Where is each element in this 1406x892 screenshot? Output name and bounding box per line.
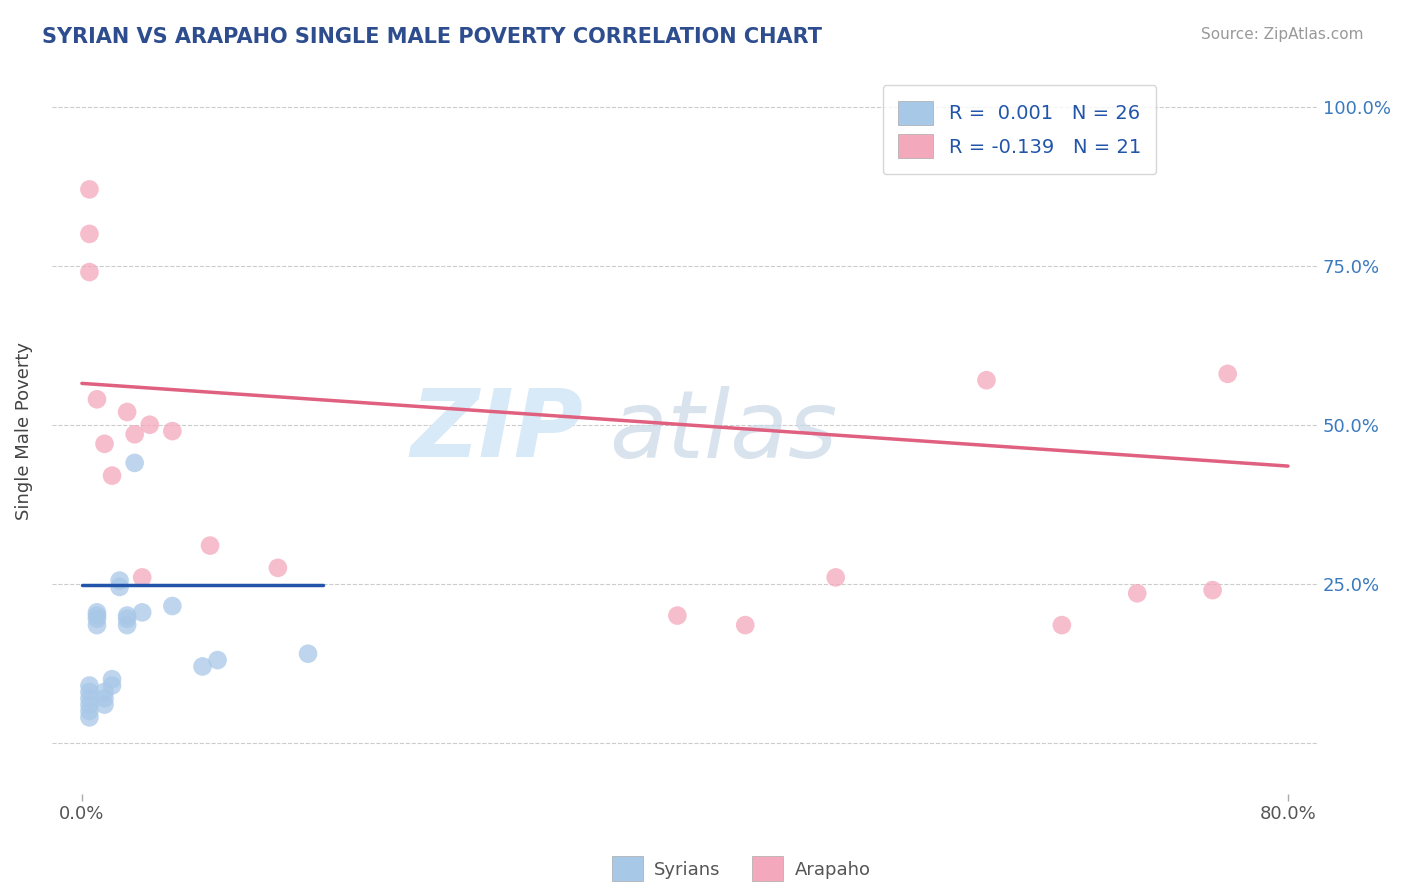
Point — [297, 647, 319, 661]
Point — [115, 618, 138, 632]
Point — [139, 417, 162, 432]
Point — [976, 373, 998, 387]
Point — [79, 182, 101, 196]
Point — [93, 437, 115, 451]
Text: SYRIAN VS ARAPAHO SINGLE MALE POVERTY CORRELATION CHART: SYRIAN VS ARAPAHO SINGLE MALE POVERTY CO… — [42, 27, 823, 46]
Point — [191, 659, 214, 673]
Point — [198, 539, 221, 553]
Point — [79, 679, 101, 693]
Point — [162, 424, 184, 438]
Point — [108, 580, 131, 594]
Point — [1216, 367, 1239, 381]
Point — [824, 570, 846, 584]
Point — [79, 227, 101, 241]
Point — [101, 672, 124, 686]
Point — [162, 599, 184, 613]
Point — [115, 608, 138, 623]
Point — [131, 570, 153, 584]
Point — [267, 561, 290, 575]
Point — [115, 405, 138, 419]
Point — [93, 691, 115, 706]
Point — [86, 606, 108, 620]
Point — [79, 710, 101, 724]
Point — [666, 608, 689, 623]
Point — [86, 612, 108, 626]
Point — [79, 698, 101, 712]
Text: ZIP: ZIP — [411, 385, 583, 477]
Point — [207, 653, 229, 667]
Point — [101, 679, 124, 693]
Point — [86, 392, 108, 407]
Point — [115, 612, 138, 626]
Point — [124, 427, 146, 442]
Point — [1126, 586, 1149, 600]
Point — [124, 456, 146, 470]
Text: atlas: atlas — [609, 385, 837, 476]
Point — [131, 606, 153, 620]
Point — [79, 691, 101, 706]
Text: Arapaho: Arapaho — [794, 861, 870, 879]
Point — [79, 704, 101, 718]
Point — [79, 265, 101, 279]
Text: Syrians: Syrians — [654, 861, 720, 879]
Point — [734, 618, 756, 632]
Text: Source: ZipAtlas.com: Source: ZipAtlas.com — [1201, 27, 1364, 42]
Point — [93, 698, 115, 712]
Legend: R =  0.001   N = 26, R = -0.139   N = 21: R = 0.001 N = 26, R = -0.139 N = 21 — [883, 86, 1157, 174]
Point — [93, 685, 115, 699]
Point — [86, 618, 108, 632]
Point — [108, 574, 131, 588]
Y-axis label: Single Male Poverty: Single Male Poverty — [15, 343, 32, 520]
Point — [1201, 583, 1223, 598]
Point — [79, 685, 101, 699]
Point — [101, 468, 124, 483]
Point — [1050, 618, 1073, 632]
Point — [86, 608, 108, 623]
